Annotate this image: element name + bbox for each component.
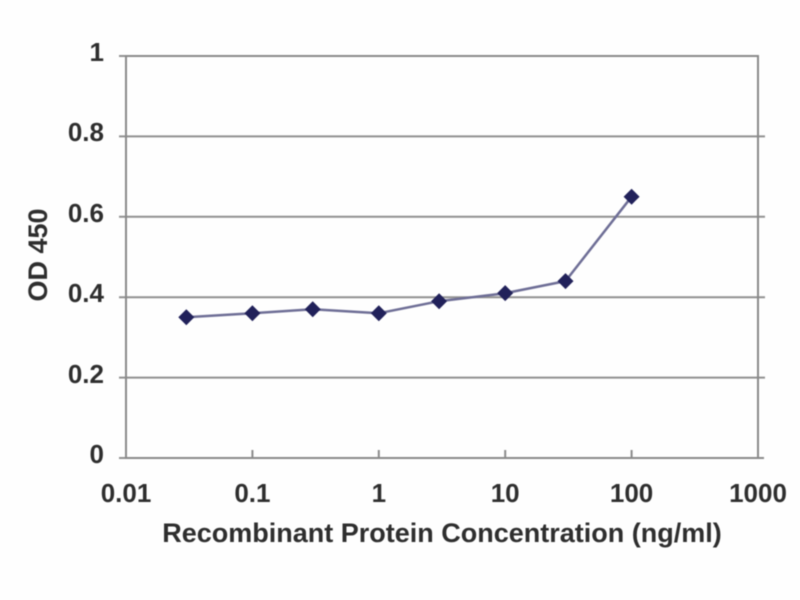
x-tick-label: 10 <box>490 478 520 508</box>
x-tick-label: 0.01 <box>100 478 152 508</box>
plot-border <box>125 55 759 459</box>
y-tick-label: 0 <box>89 439 104 469</box>
x-tick-label: 0.1 <box>234 478 271 508</box>
data-point-marker <box>244 305 261 322</box>
y-tick-label: 0.4 <box>67 278 104 309</box>
data-line <box>186 195 633 319</box>
x-tick-label: 1000 <box>729 478 787 508</box>
data-point-marker <box>178 309 195 326</box>
x-axis-title: Recombinant Protein Concentration (ng/ml… <box>162 518 722 548</box>
data-point-marker <box>623 188 640 205</box>
x-tick-label: 100 <box>609 478 654 508</box>
y-tick-label: 1 <box>89 37 104 67</box>
data-point-marker <box>304 301 321 318</box>
y-tick-label: 0.2 <box>67 358 104 389</box>
data-point-marker <box>431 293 448 310</box>
x-tick-label: 1 <box>371 478 387 508</box>
y-tick-label: 0.6 <box>67 197 104 228</box>
data-point-marker <box>497 285 514 302</box>
y-tick-label: 0.8 <box>67 117 104 148</box>
data-point-marker <box>557 273 574 290</box>
data-point-marker <box>370 305 387 322</box>
y-axis-title: OD 450 <box>23 208 53 302</box>
